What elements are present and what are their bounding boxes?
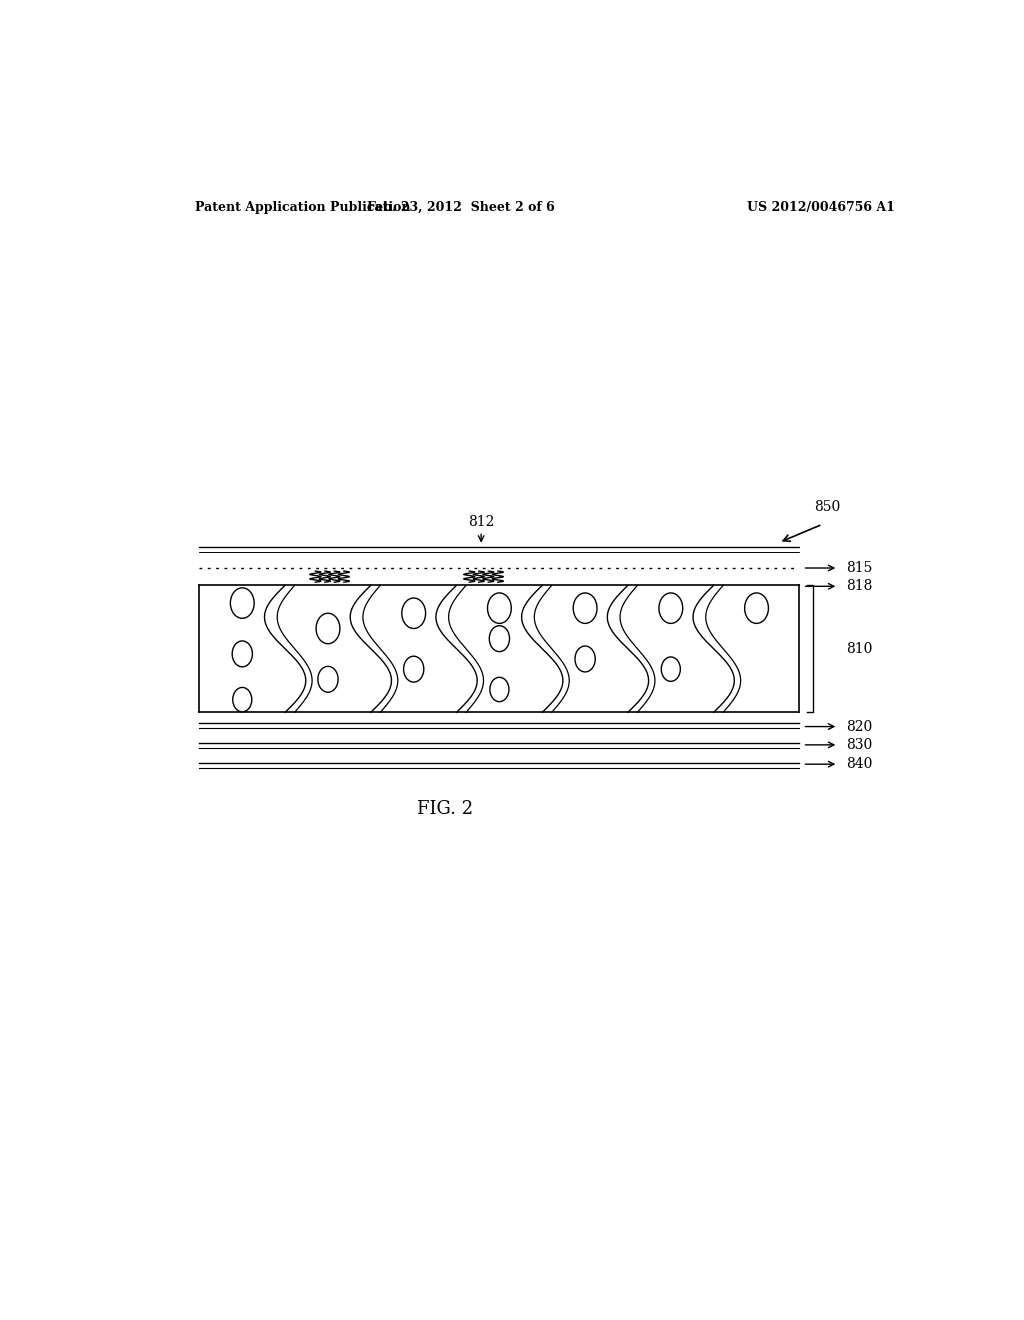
Text: US 2012/0046756 A1: US 2012/0046756 A1 bbox=[748, 201, 895, 214]
Text: 820: 820 bbox=[846, 719, 872, 734]
Ellipse shape bbox=[232, 642, 252, 667]
Ellipse shape bbox=[575, 645, 595, 672]
Text: FIG. 2: FIG. 2 bbox=[418, 800, 473, 818]
Ellipse shape bbox=[658, 593, 683, 623]
Text: Patent Application Publication: Patent Application Publication bbox=[196, 201, 411, 214]
Ellipse shape bbox=[487, 593, 511, 623]
Text: 815: 815 bbox=[846, 561, 872, 576]
Text: 812: 812 bbox=[468, 515, 495, 529]
Text: 850: 850 bbox=[814, 500, 841, 515]
Ellipse shape bbox=[489, 677, 509, 702]
Text: Feb. 23, 2012  Sheet 2 of 6: Feb. 23, 2012 Sheet 2 of 6 bbox=[368, 201, 555, 214]
Ellipse shape bbox=[230, 587, 254, 618]
Text: 830: 830 bbox=[846, 738, 872, 752]
Ellipse shape bbox=[744, 593, 768, 623]
Text: 840: 840 bbox=[846, 758, 872, 771]
Text: 810: 810 bbox=[846, 643, 872, 656]
Ellipse shape bbox=[403, 656, 424, 682]
Text: 818: 818 bbox=[846, 579, 872, 593]
Ellipse shape bbox=[662, 657, 680, 681]
Ellipse shape bbox=[573, 593, 597, 623]
Ellipse shape bbox=[316, 614, 340, 644]
Ellipse shape bbox=[317, 667, 338, 692]
Ellipse shape bbox=[401, 598, 426, 628]
Ellipse shape bbox=[232, 688, 252, 711]
Ellipse shape bbox=[489, 626, 510, 652]
